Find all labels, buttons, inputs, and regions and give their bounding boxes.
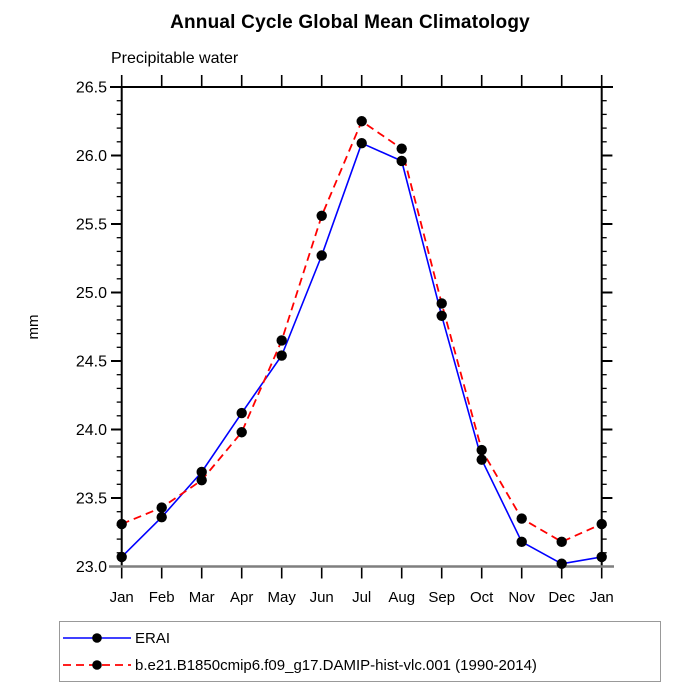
data-point-marker: [436, 310, 447, 321]
data-point-marker: [516, 536, 527, 548]
data-point-marker: [156, 502, 167, 513]
data-point-marker: [556, 558, 567, 569]
data-point-marker: [316, 210, 327, 221]
y-tick-label: 23.5: [76, 491, 107, 508]
data-point-marker: [196, 474, 207, 486]
x-tick-label: Sep: [428, 589, 455, 606]
data-point-marker: [116, 551, 127, 563]
data-point-marker: [116, 518, 127, 530]
y-tick-label: 25.0: [76, 285, 107, 302]
x-tick-label: Feb: [149, 589, 175, 606]
x-tick-label: Jan: [110, 589, 134, 606]
x-tick-label: Jan: [590, 589, 614, 606]
data-point-marker: [316, 250, 327, 261]
legend-sample-marker: [92, 660, 102, 670]
y-tick-label: 25.5: [76, 217, 107, 234]
x-tick-label: Mar: [189, 589, 215, 606]
data-point-marker: [356, 116, 367, 127]
data-point-marker: [276, 350, 287, 361]
series-line-1: [121, 119, 603, 543]
legend-item-erai: ERAI: [63, 626, 170, 650]
chart-title: Annual Cycle Global Mean Climatology: [170, 12, 530, 33]
data-point-marker: [476, 444, 487, 456]
data-point-marker: [356, 137, 367, 149]
x-tick-label: Apr: [230, 589, 253, 606]
data-point-marker: [236, 427, 247, 438]
data-point-marker: [156, 511, 167, 523]
x-tick-label: Jun: [310, 589, 334, 606]
x-tick-label: Oct: [470, 589, 494, 606]
x-tick-label: Nov: [508, 589, 535, 606]
data-point-marker: [236, 407, 247, 419]
plot-canvas: 23.0 23.5 24.0 24.5 25.0 25.5 26.0 26.5 Jan Feb Ma…: [25, 75, 614, 606]
legend-box: ERAI b.e21.B1850cmip6.f09_g17.DAMIP-hist…: [59, 621, 661, 682]
legend-line-sample-erai: [63, 633, 131, 643]
legend-sample-marker: [92, 633, 102, 643]
data-point-marker: [396, 155, 407, 167]
data-point-marker: [476, 454, 487, 465]
legend-label-erai: ERAI: [135, 629, 171, 647]
data-point-marker: [276, 335, 287, 346]
x-tick-label: Jul: [352, 589, 371, 606]
y-tick-label: 24.0: [76, 422, 107, 439]
y-tick-label: 26.0: [76, 148, 107, 165]
data-point-marker: [436, 298, 447, 309]
x-tick-label: Dec: [548, 589, 575, 606]
y-tick-label: 26.5: [76, 80, 107, 97]
data-point-marker: [516, 513, 527, 524]
y-tick-label: 24.5: [76, 354, 107, 371]
series-line-0: [121, 142, 602, 565]
data-point-marker: [596, 518, 607, 530]
legend-line-sample-model: [63, 660, 131, 670]
chart-subtitle: Precipitable water: [111, 50, 239, 67]
data-point-marker: [396, 143, 407, 154]
data-point-marker: [196, 466, 207, 478]
x-tick-label: May: [268, 589, 297, 606]
legend-label-model: b.e21.B1850cmip6.f09_g17.DAMIP-hist-vlc.…: [135, 656, 537, 674]
y-tick-label: 23.0: [76, 559, 107, 576]
data-point-marker: [596, 551, 607, 563]
x-tick-label: Aug: [388, 589, 415, 606]
legend-item-model: b.e21.B1850cmip6.f09_g17.DAMIP-hist-vlc.…: [63, 653, 537, 677]
y-axis-title: mm: [25, 315, 42, 340]
data-point-marker: [556, 536, 567, 548]
